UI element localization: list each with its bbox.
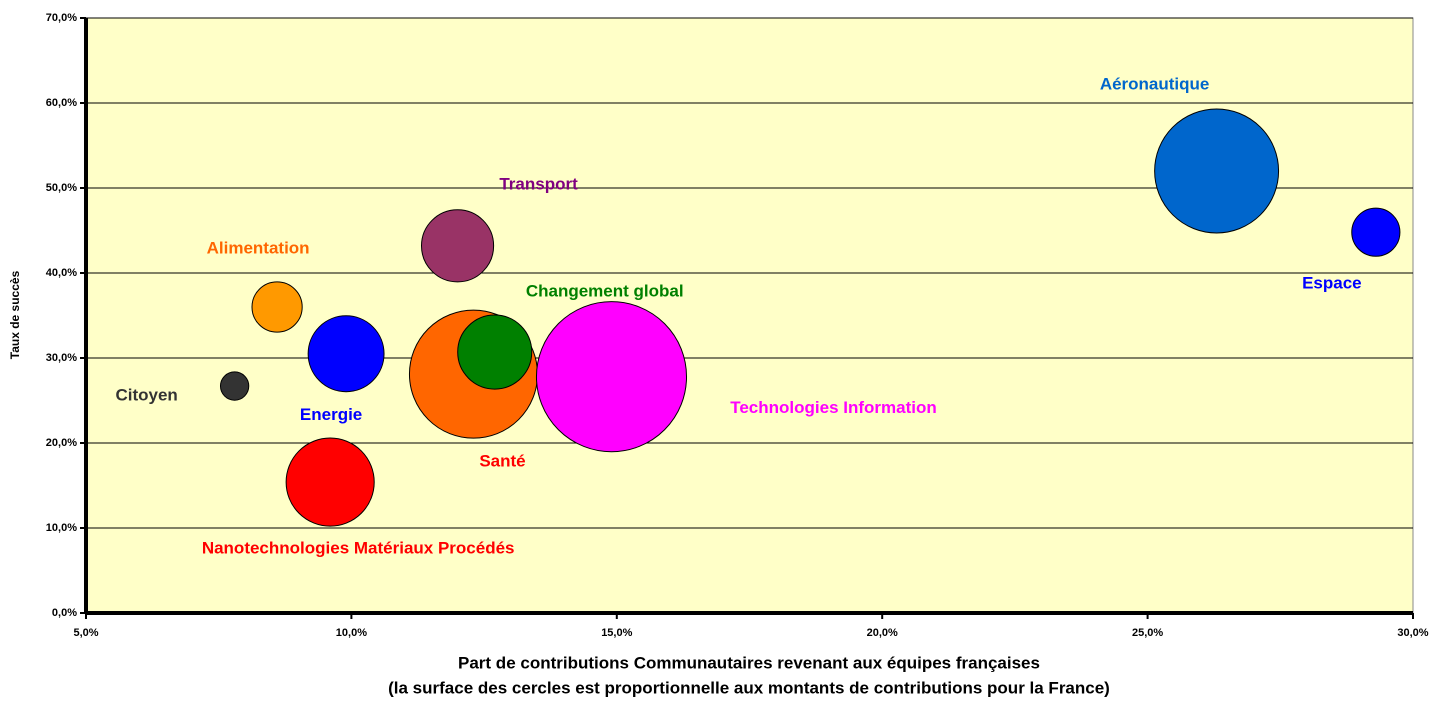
- bubble: [307, 315, 385, 393]
- y-tick-label: 10,0%: [46, 522, 77, 534]
- y-tick-label: 0,0%: [52, 607, 77, 619]
- y-tick-label: 50,0%: [46, 182, 77, 194]
- bubble: [457, 314, 533, 390]
- x-tick-label: 10,0%: [336, 627, 367, 639]
- x-tick-label: 5,0%: [73, 627, 98, 639]
- y-tick-label: 20,0%: [46, 437, 77, 449]
- bubble-label: Changement global: [526, 282, 684, 301]
- bubble-label: Espace: [1302, 274, 1362, 293]
- bubble: [285, 437, 375, 527]
- x-tick-label: 15,0%: [601, 627, 632, 639]
- bubble: [1351, 207, 1401, 257]
- x-tick-label: 30,0%: [1397, 627, 1428, 639]
- bubble-label: Aéronautique: [1100, 74, 1210, 93]
- bubble: [219, 371, 250, 401]
- y-tick-label: 30,0%: [46, 352, 77, 364]
- bubble-label: Energie: [300, 405, 362, 424]
- bubble-label: Technologies Information: [730, 398, 937, 417]
- bubble: [535, 301, 688, 453]
- bubble: [1154, 108, 1280, 234]
- y-tick-label: 60,0%: [46, 97, 77, 109]
- y-axis-title: Taux de succès: [8, 270, 22, 359]
- bubble-label: Transport: [499, 174, 578, 193]
- x-axis-note: (la surface des cercles est proportionne…: [388, 678, 1110, 697]
- bubble-label: Citoyen: [115, 386, 177, 405]
- x-tick-label: 25,0%: [1132, 627, 1163, 639]
- bubble-label: Alimentation: [207, 238, 310, 257]
- x-axis-title: Part de contributions Communautaires rev…: [458, 653, 1040, 672]
- bubble-label: Santé: [479, 452, 525, 471]
- bubble: [421, 209, 495, 283]
- x-tick-label: 20,0%: [867, 627, 898, 639]
- y-tick-label: 40,0%: [46, 267, 77, 279]
- bubble-label: Nanotechnologies Matériaux Procédés: [202, 539, 515, 558]
- bubble: [251, 281, 303, 333]
- y-tick-label: 70,0%: [46, 12, 77, 24]
